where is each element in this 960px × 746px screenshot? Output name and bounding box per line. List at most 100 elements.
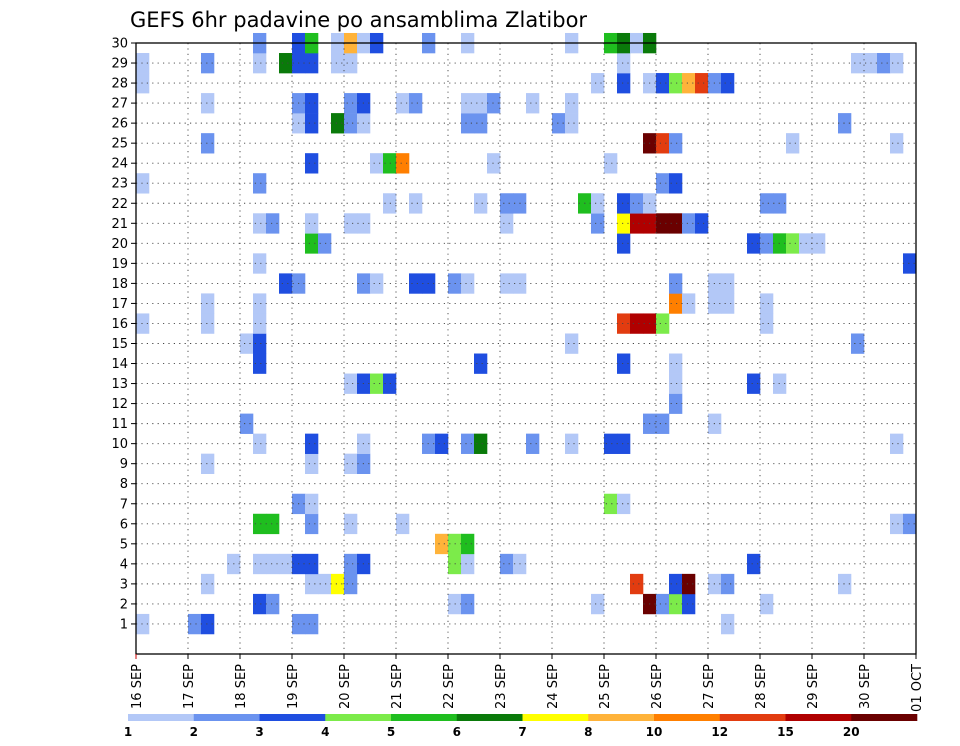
heatmap-cell (253, 253, 267, 274)
heatmap-cell (305, 93, 319, 114)
y-tick-label: 17 (111, 297, 128, 312)
heatmap-cell (656, 313, 670, 334)
heatmap-cell (669, 293, 683, 314)
heatmap-cell (461, 553, 475, 575)
heatmap-cell (266, 593, 280, 615)
y-tick-label: 8 (120, 477, 128, 492)
heatmap-cell (305, 113, 319, 134)
y-tick-label: 3 (120, 577, 128, 592)
heatmap-cell (253, 433, 267, 454)
heatmap-cell (851, 333, 865, 354)
colorbar-swatch (851, 714, 918, 721)
y-tick-label: 7 (120, 497, 128, 512)
heatmap-cell (409, 193, 423, 214)
heatmap-cell (890, 133, 904, 154)
heatmap-cell (344, 513, 358, 535)
heatmap-cell (253, 593, 267, 615)
heatmap-cell (760, 193, 774, 214)
heatmap-cell (747, 373, 761, 394)
heatmap-cell (136, 313, 150, 334)
colorbar-swatch (128, 714, 195, 721)
heatmap-cell (240, 333, 254, 354)
heatmap-cell (630, 573, 644, 595)
heatmap-cell (279, 53, 293, 74)
colorbar-swatch (193, 714, 260, 721)
grid-lines (136, 42, 916, 654)
heatmap-cell (305, 493, 319, 515)
heatmap-cell (305, 553, 319, 575)
heatmap-cell (201, 93, 215, 114)
heatmap-cell (903, 253, 917, 274)
y-tick-label: 21 (111, 217, 128, 232)
colorbar-label: 4 (321, 725, 329, 739)
chart-title: GEFS 6hr padavine po ansamblima Zlatibor (130, 8, 587, 32)
heatmap-cell (461, 93, 475, 114)
y-tick-label: 24 (111, 157, 128, 172)
heatmap-cell (461, 533, 475, 555)
heatmap-cell (877, 53, 891, 74)
heatmap-cell (721, 573, 735, 595)
heatmap-cell (630, 193, 644, 214)
heatmap-cell (383, 153, 397, 174)
heatmap-cell (201, 293, 215, 314)
heatmap-cell (188, 613, 202, 635)
heatmap-cell (682, 593, 696, 615)
colorbar-swatch (456, 714, 523, 721)
heatmap-cell (656, 173, 670, 194)
y-tick-label: 19 (111, 257, 128, 272)
heatmap-cell (760, 593, 774, 615)
y-tick-label: 23 (111, 177, 128, 192)
heatmap-cell (253, 313, 267, 334)
heatmap-cell (721, 73, 735, 94)
heatmap-cell (604, 153, 618, 174)
heatmap-cell (253, 513, 267, 535)
colorbar-swatch (719, 714, 786, 721)
y-tick-label: 26 (111, 117, 128, 132)
heatmap-cell (370, 273, 384, 294)
heatmap-cell (890, 433, 904, 454)
heatmap-cell (461, 433, 475, 454)
y-tick-label: 16 (111, 317, 128, 332)
heatmap-cell (591, 73, 605, 94)
heatmap-cell (669, 353, 683, 374)
heatmap-cell (682, 293, 696, 314)
x-tick-label: 26 SEP (650, 664, 665, 709)
y-tick-label: 14 (111, 357, 128, 372)
heatmap-cell (656, 133, 670, 154)
heatmap-cell (266, 513, 280, 535)
x-tick-label: 01 OCT (910, 664, 925, 712)
heatmap-cell (812, 233, 826, 254)
heatmap-cell (240, 413, 254, 434)
heatmap-cell (409, 273, 423, 294)
colorbar-swatch (785, 714, 852, 721)
heatmap-cell (435, 533, 449, 555)
heatmap-cell (669, 213, 683, 234)
y-tick-label: 12 (111, 397, 128, 412)
heatmap-cell (136, 613, 150, 635)
heatmap-cell (474, 433, 488, 454)
colorbar-label: 6 (453, 725, 461, 739)
heatmap-cell (565, 433, 579, 454)
x-tick-label: 25 SEP (598, 664, 613, 709)
heatmap-cell (903, 513, 917, 535)
x-tick-label: 19 SEP (286, 664, 301, 709)
heatmap-cell (474, 193, 488, 214)
heatmap-cell (266, 553, 280, 575)
heatmap-cell (721, 293, 735, 314)
heatmap-cell (695, 73, 709, 94)
heatmap-cell (721, 273, 735, 294)
heatmap-cell (669, 73, 683, 94)
heatmap-cell (604, 493, 618, 515)
x-tick-label: 22 SEP (442, 664, 457, 709)
colorbar: 1 2 3 4 5 6 7 8 10 12 15 20 (124, 714, 918, 739)
heatmap-cell (461, 273, 475, 294)
heatmap-cell (136, 173, 150, 194)
heatmap-cell (344, 53, 358, 74)
heatmap-cell (305, 433, 319, 454)
heatmap-cell (617, 233, 631, 254)
heatmap-cell (331, 573, 345, 595)
colorbar-label: 8 (584, 725, 592, 739)
heatmap-cell (682, 73, 696, 94)
heatmap-cell (526, 93, 540, 114)
